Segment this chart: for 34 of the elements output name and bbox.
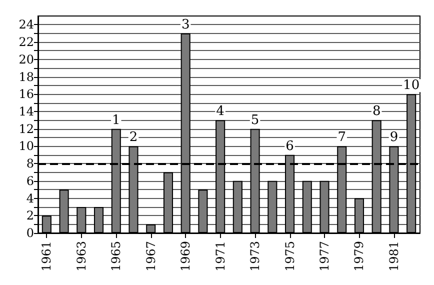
x-tick-label: 1975 [282, 241, 297, 272]
annotation: 1 [112, 112, 120, 128]
x-tick-label: 1965 [109, 241, 124, 272]
y-tick-label: 14 [18, 104, 34, 118]
y-tick-label: 10 [18, 139, 34, 154]
y-tick-label: 6 [26, 174, 34, 188]
x-tick-label: 1963 [74, 241, 88, 272]
y-tick-label: 12 [18, 122, 34, 136]
y-tick-label: 4 [26, 191, 34, 206]
x-tick-label: 1977 [318, 241, 332, 272]
y-tick-label: 2 [26, 208, 34, 223]
annotation: 9 [390, 130, 398, 146]
y-tick-label: 0 [26, 226, 34, 240]
x-tick-label: 1961 [40, 241, 54, 272]
annotation: 5 [250, 112, 260, 128]
y-tick-label: 16 [18, 87, 34, 102]
x-tick-label: 1969 [178, 241, 193, 272]
y-tick-label: 18 [18, 70, 34, 84]
x-tick-label: 1973 [248, 241, 262, 272]
y-tick-label: 20 [18, 52, 34, 66]
x-tick-label: 1981 [386, 241, 401, 272]
annotation: 10 [403, 78, 420, 94]
y-tick-label: 22 [18, 35, 34, 50]
y-tick-label: 8 [26, 156, 34, 171]
x-tick-label: 1979 [352, 241, 366, 272]
y-tick-label: 24 [18, 18, 34, 32]
x-tick-label: 1967 [144, 241, 158, 272]
annotation: 8 [372, 104, 381, 120]
annotation: 4 [216, 104, 224, 120]
annotation: 2 [129, 130, 138, 146]
x-tick-label: 1971 [213, 241, 228, 272]
annotation: 3 [181, 17, 190, 32]
annotation: 7 [338, 130, 346, 146]
annotation: 6 [286, 138, 294, 154]
